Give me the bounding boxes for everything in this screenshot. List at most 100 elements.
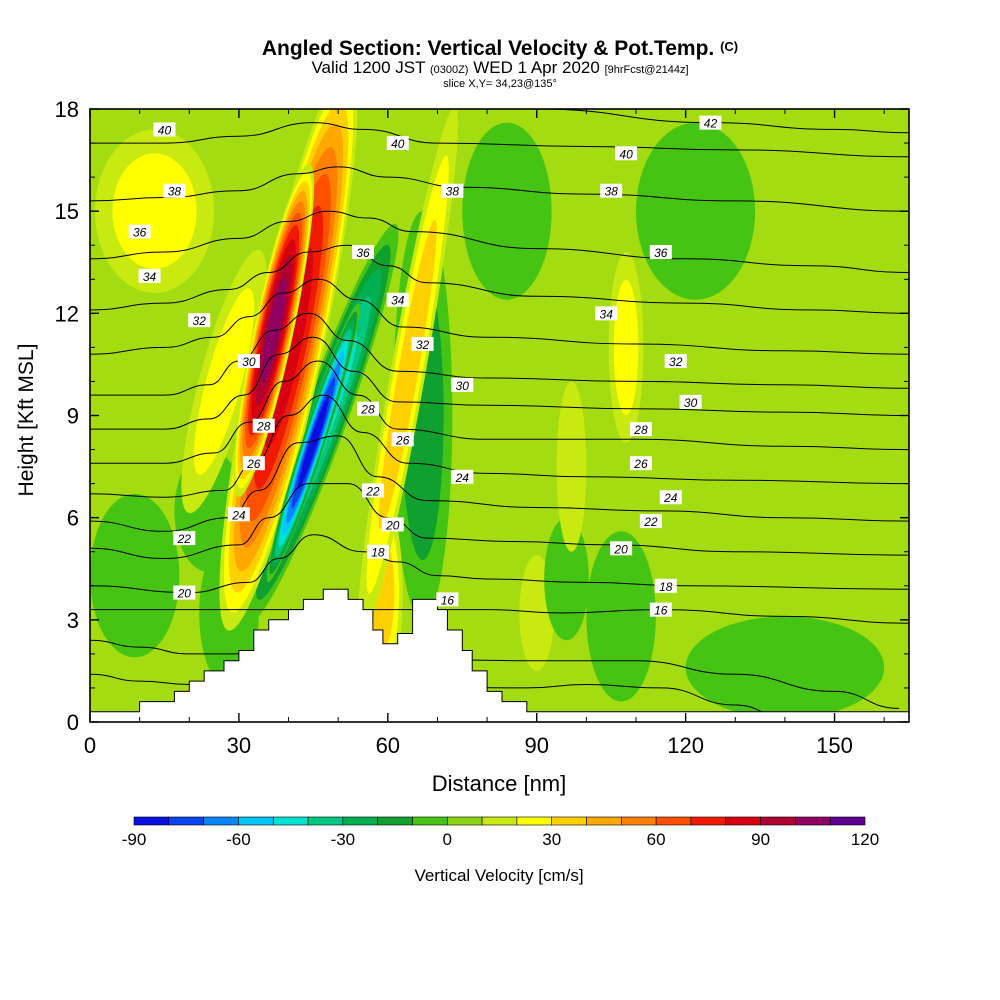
contour-label-box — [188, 313, 211, 328]
contour-label-box — [411, 336, 434, 351]
contour-label: 38 — [605, 185, 619, 199]
colorbar-swatch — [586, 816, 622, 826]
colorbar-tick-label: 120 — [851, 830, 879, 849]
colorbar-swatch — [342, 816, 378, 826]
contour-label-box — [153, 122, 176, 137]
contour-label-box — [237, 354, 260, 369]
contour-label: 20 — [177, 587, 192, 601]
contour-label: 40 — [158, 123, 172, 137]
colorbar-tick-label: 0 — [443, 830, 452, 849]
contour-label: 28 — [360, 403, 375, 417]
contour-label-box — [600, 183, 623, 198]
contour-label-box — [356, 401, 379, 416]
contour-label-box — [242, 456, 265, 471]
contour-label-box — [173, 531, 196, 546]
contour-label: 32 — [416, 338, 430, 352]
colorbar-swatch — [795, 816, 831, 826]
contour-label-box — [595, 306, 618, 321]
y-tick-label: 9 — [67, 404, 79, 429]
valid-time-text: Valid 1200 JST — [311, 58, 426, 77]
contour-label-box — [386, 136, 409, 151]
velocity-cell — [112, 153, 197, 269]
isentrope-32 — [90, 278, 909, 355]
contour-label: 22 — [177, 532, 192, 546]
colorbar-label: Vertical Velocity [cm/s] — [414, 866, 583, 885]
contour-label: 34 — [391, 294, 405, 308]
contour-label-box — [128, 224, 151, 239]
contour-label: 24 — [455, 471, 470, 485]
contour-label: 34 — [143, 270, 157, 284]
velocity-cell — [685, 616, 885, 719]
colorbar-tick-label: -30 — [331, 830, 356, 849]
colorbar-swatch — [272, 816, 309, 826]
contour-label-box — [615, 146, 638, 161]
colorbar-swatch — [551, 816, 587, 826]
chart-title-unit: (C) — [720, 39, 739, 54]
contour-label: 32 — [193, 314, 207, 328]
contour-label: 16 — [654, 604, 668, 618]
valid-time-line: Valid 1200 JST (0300Z) WED 1 Apr 2020 [9… — [0, 58, 1000, 78]
colorbar-swatch — [516, 816, 553, 826]
contour-label-box — [629, 422, 652, 437]
velocity-cell — [193, 288, 255, 475]
x-tick-label: 120 — [667, 733, 704, 758]
contour-label-box — [441, 183, 464, 198]
isentrope-28 — [90, 336, 909, 430]
terrain-profile — [90, 588, 909, 722]
velocity-cell — [90, 493, 180, 658]
colorbar-swatch — [446, 816, 483, 826]
contour-label-box — [629, 456, 652, 471]
contour-label: 30 — [242, 355, 256, 369]
contour-label-box — [451, 469, 474, 484]
contour-label-box — [659, 490, 682, 505]
contour-label: 30 — [456, 379, 470, 393]
colorbar-swatch — [133, 816, 170, 826]
contour-label-box — [361, 483, 384, 498]
contour-label-box — [138, 268, 161, 283]
isentrope-16 — [90, 609, 909, 624]
contour-label: 18 — [371, 546, 385, 560]
colorbar-swatch — [412, 816, 448, 826]
contour-label-box — [252, 418, 275, 433]
isentrope-42 — [505, 109, 909, 134]
isentrope-contours — [90, 109, 909, 718]
colorbar-swatch — [621, 816, 657, 826]
y-axis-label: Height [Kft MSL] — [15, 344, 38, 497]
x-tick-label: 150 — [816, 733, 853, 758]
contour-label-box — [649, 602, 672, 617]
colorbar-tick-label: 60 — [647, 830, 666, 849]
velocity-cell — [586, 531, 656, 702]
x-axis-label: Distance [nm] — [432, 771, 567, 796]
valid-time-zulu: (0300Z) — [429, 64, 469, 76]
velocity-cell — [462, 122, 552, 300]
contour-label-box — [227, 507, 250, 522]
y-tick-label: 12 — [55, 301, 79, 326]
contour-label-box — [173, 585, 196, 600]
contour-label: 22 — [643, 515, 658, 529]
y-tick-label: 18 — [55, 97, 79, 122]
contour-label-box — [391, 432, 414, 447]
contour-label-box — [654, 578, 677, 593]
contour-label: 36 — [356, 246, 370, 260]
isentrope-36 — [90, 210, 909, 273]
contour-label: 24 — [231, 508, 246, 522]
contour-label: 18 — [659, 580, 673, 594]
contour-label-box — [649, 245, 672, 260]
isentrope-30 — [90, 312, 909, 396]
isentrope-14 — [90, 639, 900, 709]
contour-label: 36 — [133, 226, 147, 240]
contour-label: 34 — [600, 307, 614, 321]
isentrope-34 — [90, 244, 909, 314]
contour-label-box — [664, 354, 687, 369]
contour-label: 36 — [654, 246, 668, 260]
contour-label-box — [699, 115, 722, 130]
contour-label: 28 — [256, 420, 271, 434]
colorbar-swatch — [481, 816, 518, 826]
x-tick-label: 0 — [84, 733, 96, 758]
valid-date-text: WED 1 Apr 2020 — [473, 58, 600, 77]
y-tick-label: 3 — [67, 608, 79, 633]
contour-label-box — [352, 245, 374, 260]
